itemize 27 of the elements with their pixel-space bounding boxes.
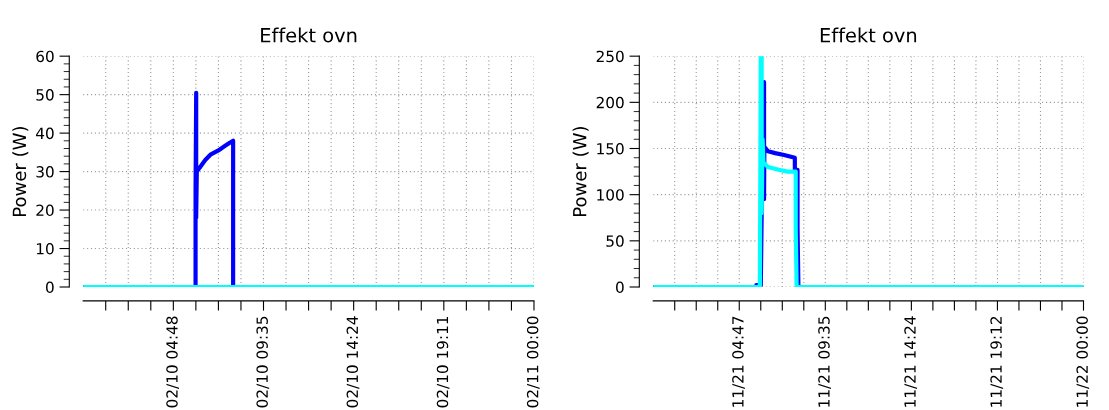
x-tick-label: 02/11 00:00 — [526, 316, 540, 408]
x-tick-label: 11/21 14:24 — [904, 316, 918, 407]
y-tick-label: 10 — [36, 242, 54, 255]
y-axis-title: Power (W) — [12, 127, 29, 216]
chart-title: Effekt ovn — [261, 27, 357, 43]
x-tick-label: 02/10 19:11 — [436, 316, 450, 408]
y-tick-label: 40 — [36, 127, 54, 140]
y-axis-title: Power (W) — [572, 127, 589, 216]
y-tick-label: 60 — [36, 50, 54, 63]
x-tick-label: 11/21 19:12 — [990, 317, 1004, 407]
x-tick-label: 02/10 04:48 — [166, 316, 179, 408]
x-tick-label: 02/10 09:35 — [256, 316, 270, 408]
y-tick-label: 0 — [616, 281, 624, 294]
x-tick-label: 02/10 14:24 — [346, 316, 360, 408]
y-tick-label: 50 — [36, 89, 54, 101]
y-tick-label: 30 — [36, 166, 54, 178]
y-tick-label: 100 — [597, 189, 624, 201]
y-tick-label: 250 — [596, 50, 624, 63]
x-tick-label: 11/22 00:00 — [1076, 316, 1090, 407]
x-tick-label: 11/21 09:35 — [818, 316, 831, 407]
y-tick-label: 200 — [596, 96, 624, 109]
chart-title: Effekt ovn — [820, 27, 917, 43]
y-tick-label: 150 — [597, 142, 624, 155]
y-tick-label: 0 — [45, 281, 54, 294]
y-tick-label: 20 — [36, 204, 54, 217]
x-tick-label: 11/21 04:47 — [732, 316, 745, 407]
y-tick-label: 50 — [606, 235, 624, 247]
